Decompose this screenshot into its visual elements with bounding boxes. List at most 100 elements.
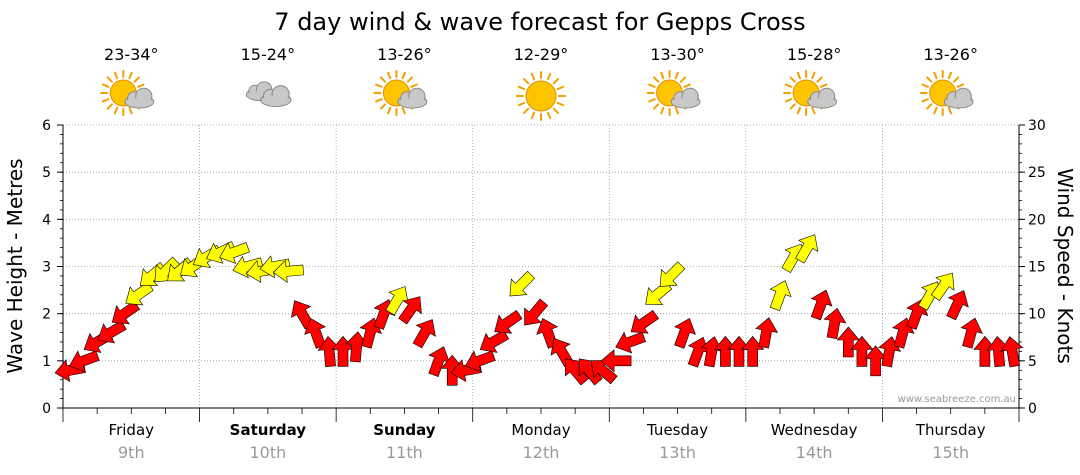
wind-arrow xyxy=(741,335,765,367)
left-tick-label: 0 xyxy=(42,401,51,417)
day-date-label: 13th xyxy=(659,443,696,462)
day-name-label: Thursday xyxy=(915,421,986,439)
sun-ray xyxy=(113,106,119,115)
wind-arrow xyxy=(398,296,422,325)
sun-ray xyxy=(517,85,526,91)
wind-arrow xyxy=(769,280,792,311)
wind-arrow xyxy=(823,307,847,340)
wind-arrow xyxy=(630,309,659,334)
sun-ray xyxy=(674,106,679,115)
sun-ray xyxy=(101,83,110,88)
sun-ray xyxy=(530,72,536,81)
cloud-fill xyxy=(808,98,836,108)
sunny-icon xyxy=(516,71,566,121)
left-axis-title: Wave Height - Metres xyxy=(3,158,27,373)
sun-ray xyxy=(674,71,679,80)
sun-ray xyxy=(410,83,418,88)
cloud-fill xyxy=(672,98,700,108)
sun-ray xyxy=(648,98,656,103)
sun-ray xyxy=(556,85,565,91)
sun-ray xyxy=(933,106,938,115)
wind-arrow xyxy=(863,345,888,377)
left-tick-label: 4 xyxy=(42,212,51,228)
sun-ray xyxy=(653,76,660,83)
temperature-range: 15-28° xyxy=(787,45,842,64)
sun-ray xyxy=(137,83,145,88)
left-tick-label: 6 xyxy=(42,118,51,134)
cloud-icon xyxy=(397,87,428,109)
cloud-fill xyxy=(398,98,426,108)
sun-ray xyxy=(648,83,656,88)
sun-ray xyxy=(113,71,119,80)
sun-ray xyxy=(401,106,406,115)
cloud-icon xyxy=(943,87,974,109)
wind-arrows xyxy=(54,234,1024,386)
day-date-label: 14th xyxy=(796,443,833,462)
day-date-label: 9th xyxy=(118,443,145,462)
sun-ray xyxy=(921,98,929,103)
sun-ray xyxy=(375,98,383,103)
wind-arrow xyxy=(317,335,341,368)
sun-ray xyxy=(133,76,140,83)
sun-ray xyxy=(523,78,530,85)
wind-arrow xyxy=(600,349,632,373)
sun-ray xyxy=(956,83,965,88)
wind-arrow xyxy=(930,272,955,301)
sun-disc xyxy=(525,80,557,112)
wind-arrow xyxy=(727,335,751,367)
sun-ray xyxy=(953,76,960,83)
chart-title: 7 day wind & wave forecast for Gepps Cro… xyxy=(274,8,805,36)
wind-arrow xyxy=(659,261,686,287)
sun-ray xyxy=(546,111,552,120)
wind-arrow xyxy=(385,286,409,316)
sun-ray xyxy=(811,71,816,80)
axes: 0 1 2 3 4 5 6 0 5 10 15 20 25 30 xyxy=(42,118,1046,422)
sun-icon xyxy=(516,71,566,121)
sun-ray xyxy=(523,107,530,114)
partly-cloudy-icon xyxy=(919,70,974,116)
day-labels: Friday 9th Saturday 10th Sunday 11th Monday 12t… xyxy=(109,421,986,462)
right-tick-label: 15 xyxy=(1028,260,1046,276)
right-axis-title: Wind Speed - Knots xyxy=(1053,168,1077,364)
temperature-range: 13-26° xyxy=(923,45,978,64)
wind-arrow xyxy=(836,326,860,358)
sun-ray xyxy=(789,76,796,83)
wind-arrow xyxy=(345,331,369,363)
day-name-label: Sunday xyxy=(373,421,436,439)
wind-arrow xyxy=(428,346,451,377)
day-name-label: Tuesday xyxy=(646,421,708,439)
sun-ray xyxy=(546,72,552,81)
day-name-label: Wednesday xyxy=(771,421,858,439)
wind-arrow xyxy=(440,354,464,386)
left-tick-label: 5 xyxy=(42,165,51,181)
wind-arrow xyxy=(810,289,833,321)
sun-ray xyxy=(921,83,929,88)
wind-arrow xyxy=(494,309,523,334)
temperature-range: 15-24° xyxy=(241,45,296,64)
sun-ray xyxy=(796,106,802,115)
sun-ray xyxy=(101,98,110,103)
sun-ray xyxy=(375,83,383,88)
cloud-icon xyxy=(124,87,155,109)
right-tick-label: 0 xyxy=(1028,401,1037,417)
sun-ray xyxy=(789,103,796,110)
sun-ray xyxy=(819,83,828,88)
sun-ray xyxy=(106,76,113,83)
cloud-fill xyxy=(945,98,973,108)
wind-arrow xyxy=(674,317,696,349)
sun-ray xyxy=(653,103,660,110)
left-tick-label: 2 xyxy=(42,307,51,323)
sun-ray xyxy=(379,76,387,83)
wind-arrow xyxy=(615,331,646,354)
sun-ray xyxy=(387,71,392,80)
right-tick-label: 30 xyxy=(1028,118,1046,134)
sun-ray xyxy=(784,83,793,88)
wind-arrow xyxy=(464,350,496,373)
sun-ray xyxy=(379,103,387,110)
sun-ray xyxy=(556,101,565,107)
wind-arrow xyxy=(986,335,1010,368)
wind-arrow xyxy=(713,335,738,367)
sun-ray xyxy=(106,103,113,110)
left-tick-label: 1 xyxy=(42,354,51,370)
